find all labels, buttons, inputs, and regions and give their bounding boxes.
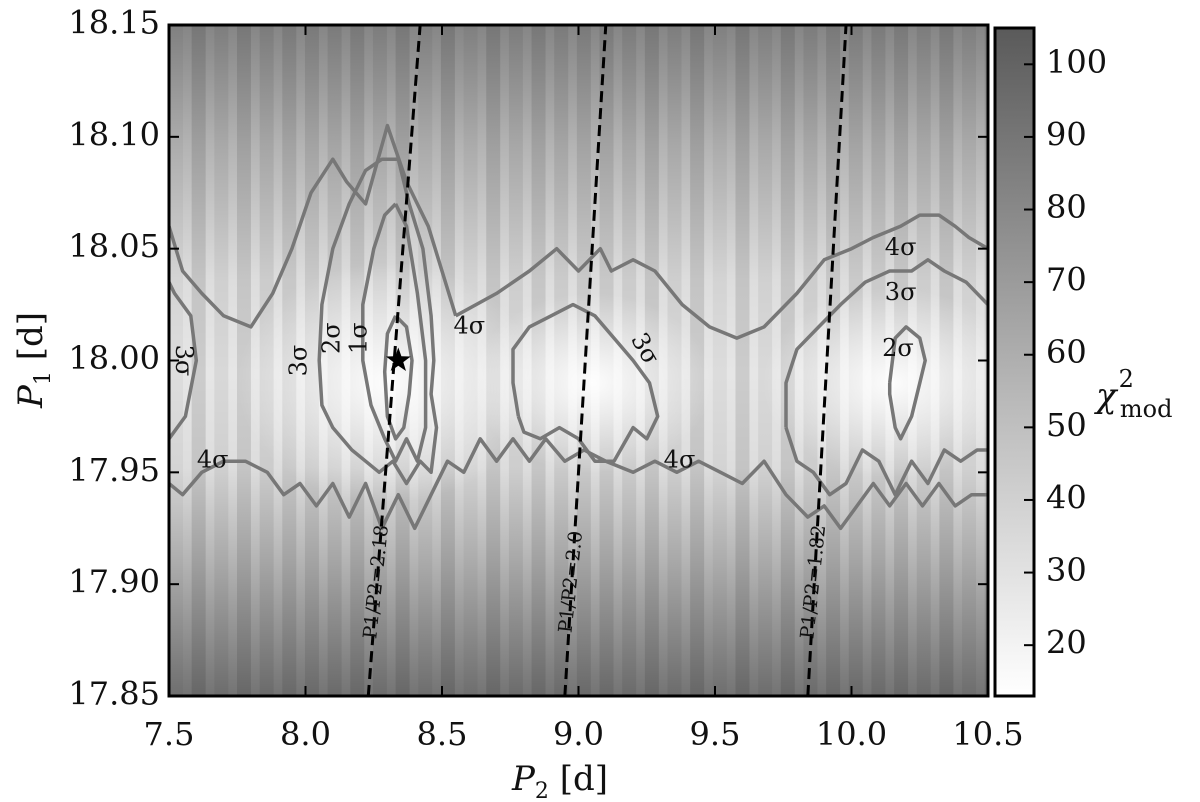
colorbar-ticks: 20 30 40 50 60 70 80 90 100 [1024, 43, 1107, 662]
contour-3sigma [511, 302, 660, 463]
contour-label: 1σ [345, 322, 373, 354]
contour-lines [169, 123, 988, 531]
colorbar-title-subscript: mod [1120, 395, 1173, 423]
contour-label: 4σ [664, 446, 696, 474]
x-tick-label: 8.5 [417, 715, 468, 753]
best-fit-star [386, 347, 411, 371]
colorbar-tick-label: 90 [1046, 115, 1087, 153]
period-ratio-line [806, 25, 848, 696]
contour-label: 4σ [197, 446, 229, 474]
x-axis-title: P2 [d] [511, 759, 608, 802]
x-tick-label: 9.0 [553, 715, 604, 753]
contour-label: 2σ [882, 334, 914, 362]
contour-label: 4σ [885, 233, 917, 261]
colorbar-title-superscript: 2 [1119, 365, 1134, 393]
x-tick-label: 9.5 [690, 715, 741, 753]
y-tick-label: 17.90 [68, 563, 160, 601]
contour-3sigma [784, 258, 988, 428]
colorbar-tick-label: 100 [1046, 43, 1107, 81]
contour-3sigma [169, 281, 199, 440]
heatmap-minimum-glows [237, 262, 988, 503]
colorbar-tick-label: 20 [1046, 624, 1087, 662]
minimum-glow [762, 287, 988, 478]
contour-label: 3σ [885, 278, 917, 306]
colorbar-tick-label: 50 [1046, 406, 1087, 444]
x-tick-label: 7.5 [144, 715, 195, 753]
contour-4sigma [169, 437, 988, 531]
colorbar-tick-label: 80 [1046, 188, 1087, 226]
x-tick-label: 10.0 [816, 715, 887, 753]
x-tick-label: 10.5 [952, 715, 1023, 753]
x-axis-title-symbol: P [511, 759, 536, 799]
period-ratio-line [563, 25, 608, 696]
y-tick-label: 18.00 [68, 339, 160, 377]
y-tick-label: 17.85 [68, 675, 160, 713]
contour-3sigma [317, 157, 439, 486]
contour-label: 4σ [453, 311, 485, 339]
colorbar-title: χ2 mod [1094, 365, 1172, 423]
colorbar-tick-label: 70 [1046, 261, 1087, 299]
y-axis-title-unit: [d] [11, 312, 51, 371]
x-tick-label: 8.0 [280, 715, 331, 753]
contour-3sigma [784, 427, 988, 497]
best-fit-marker [386, 347, 411, 371]
colorbar-scale [995, 28, 1034, 696]
x-axis-title-subscript: 2 [535, 779, 549, 802]
y-tick-label: 17.95 [68, 451, 160, 489]
colorbar-title-symbol: χ [1094, 376, 1119, 416]
period-ratio-lines [366, 25, 848, 696]
y-axis-title-symbol: P [11, 384, 51, 409]
x-axis-title-unit: [d] [549, 759, 608, 799]
contour-2sigma [361, 202, 428, 463]
y-tick-label: 18.10 [68, 115, 160, 153]
colorbar-tick-label: 60 [1046, 333, 1087, 371]
minimum-glow [237, 262, 538, 503]
colorbar-tick-label: 30 [1046, 551, 1087, 589]
contour-2sigma [887, 325, 927, 441]
contour-4sigma [454, 213, 988, 340]
y-tick-label: 18.15 [68, 4, 160, 42]
contour-label: 2σ [317, 322, 345, 354]
contour-4sigma [169, 123, 458, 329]
colorbar: 20 30 40 50 60 70 80 90 100 χ2 mod [993, 26, 1172, 698]
colorbar-frame [993, 26, 1036, 698]
x-axis: 7.5 8.0 8.5 9.0 9.5 10.0 10.5 [144, 25, 1024, 753]
colorbar-tick-label: 40 [1046, 478, 1087, 516]
y-axis-title-subscript: 1 [31, 371, 56, 385]
y-axis: 17.85 17.90 17.95 18.00 18.05 18.10 18.15 [68, 4, 988, 713]
contour-1sigma [382, 314, 414, 441]
period-ratio-line [366, 25, 422, 696]
contour-label: 3σ [285, 345, 313, 377]
y-axis-title: P1 [d] [11, 312, 56, 409]
y-tick-label: 18.05 [68, 227, 160, 265]
